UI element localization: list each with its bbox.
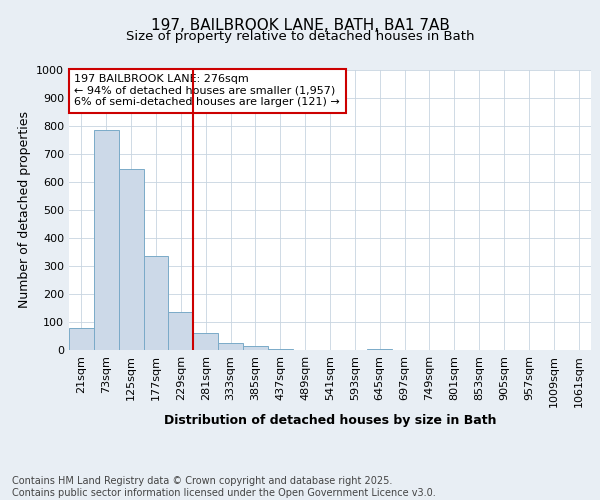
Bar bbox=[119, 168, 143, 350]
Bar bbox=[193, 333, 218, 350]
Text: 197 BAILBROOK LANE: 276sqm
← 94% of detached houses are smaller (1,957)
6% of se: 197 BAILBROOK LANE: 276sqm ← 94% of deta… bbox=[74, 74, 340, 108]
Bar bbox=[94, 130, 119, 350]
Text: Contains HM Land Registry data © Crown copyright and database right 2025.
Contai: Contains HM Land Registry data © Crown c… bbox=[12, 476, 436, 498]
Bar bbox=[367, 348, 392, 350]
Bar bbox=[69, 328, 94, 350]
Y-axis label: Number of detached properties: Number of detached properties bbox=[17, 112, 31, 308]
Bar bbox=[243, 346, 268, 350]
Bar bbox=[169, 312, 193, 350]
Bar bbox=[268, 348, 293, 350]
Text: 197, BAILBROOK LANE, BATH, BA1 7AB: 197, BAILBROOK LANE, BATH, BA1 7AB bbox=[151, 18, 449, 32]
X-axis label: Distribution of detached houses by size in Bath: Distribution of detached houses by size … bbox=[164, 414, 496, 426]
Bar bbox=[143, 256, 169, 350]
Text: Size of property relative to detached houses in Bath: Size of property relative to detached ho… bbox=[126, 30, 474, 43]
Bar bbox=[218, 343, 243, 350]
